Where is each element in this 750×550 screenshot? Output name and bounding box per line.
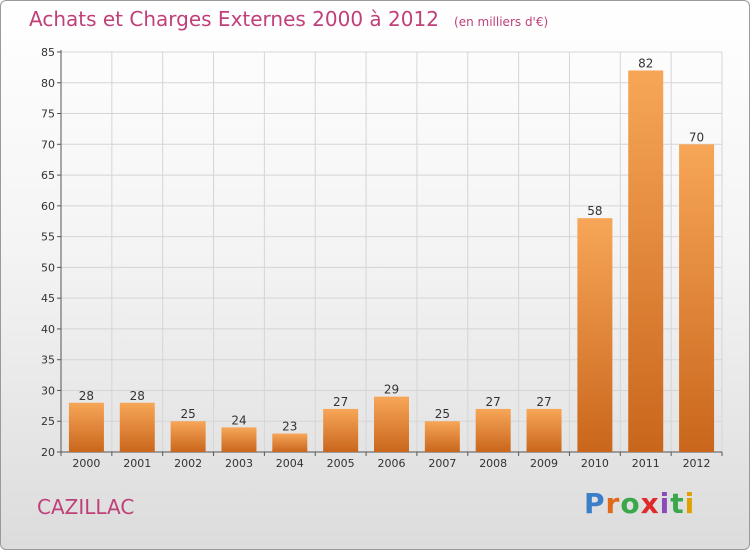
data-label-2007: 25 xyxy=(435,407,450,421)
logo-letter: i xyxy=(684,487,696,520)
x-tick-label-2011: 2011 xyxy=(632,457,660,470)
x-tick-label-2010: 2010 xyxy=(581,457,609,470)
data-label-2004: 23 xyxy=(282,420,297,434)
bar-2002 xyxy=(170,421,206,452)
data-label-2012: 70 xyxy=(689,130,704,144)
data-label-2011: 82 xyxy=(638,56,653,70)
bar-2001 xyxy=(119,402,155,452)
bar-2000 xyxy=(68,402,104,452)
x-tick-label-2000: 2000 xyxy=(72,457,100,470)
logo-letter: t xyxy=(670,487,685,520)
data-label-2003: 24 xyxy=(231,413,246,427)
y-tick-label: 75 xyxy=(41,108,55,121)
commune-name: CAZILLAC xyxy=(37,495,135,519)
y-tick-label: 85 xyxy=(41,46,55,59)
labels: 20 25 30 35 40 45 50 55 60 65 70 75 80 85 28 2000 28 2001… xyxy=(41,46,711,470)
bar-2005 xyxy=(323,408,359,452)
data-label-2001: 28 xyxy=(130,389,145,403)
y-tick-label: 45 xyxy=(41,292,55,305)
y-tick-label: 35 xyxy=(41,354,55,367)
data-label-2002: 25 xyxy=(180,407,195,421)
x-tick-label-2001: 2001 xyxy=(123,457,151,470)
y-tick-label: 25 xyxy=(41,415,55,428)
y-tick-label: 30 xyxy=(41,384,55,397)
logo-letter: o xyxy=(620,487,641,520)
y-tick-label: 40 xyxy=(41,323,55,336)
y-tick-label: 55 xyxy=(41,231,55,244)
x-tick-label-2003: 2003 xyxy=(225,457,253,470)
proxiti-logo: Proxiti xyxy=(584,487,695,520)
bar-2011 xyxy=(628,70,664,452)
logo-letter: P xyxy=(584,487,606,520)
bar-2008 xyxy=(475,408,511,452)
x-tick-label-2006: 2006 xyxy=(378,457,406,470)
bar-2010 xyxy=(577,218,613,452)
y-tick-label: 50 xyxy=(41,261,55,274)
bar-2012 xyxy=(679,144,715,453)
logo-letter: x xyxy=(640,487,660,520)
data-label-2010: 58 xyxy=(587,204,602,218)
y-tick-label: 80 xyxy=(41,77,55,90)
y-tick-label: 65 xyxy=(41,169,55,182)
chart-title: Achats et Charges Externes 2000 à 2012 xyxy=(29,7,439,31)
bar-2004 xyxy=(272,433,308,452)
data-label-2008: 27 xyxy=(486,395,501,409)
data-label-2005: 27 xyxy=(333,395,348,409)
x-tick-label-2005: 2005 xyxy=(327,457,355,470)
data-label-2006: 29 xyxy=(384,383,399,397)
x-tick-label-2012: 2012 xyxy=(683,457,711,470)
x-tick-label-2007: 2007 xyxy=(428,457,456,470)
bar-2003 xyxy=(221,427,257,452)
x-tick-label-2004: 2004 xyxy=(276,457,304,470)
x-tick-label-2008: 2008 xyxy=(479,457,507,470)
x-tick-label-2002: 2002 xyxy=(174,457,202,470)
y-tick-label: 20 xyxy=(41,446,55,459)
data-label-2009: 27 xyxy=(536,395,551,409)
y-tick-label: 70 xyxy=(41,138,55,151)
chart-subtitle: (en milliers d'€) xyxy=(454,15,549,29)
logo-letter: i xyxy=(659,487,671,520)
x-tick-label-2009: 2009 xyxy=(530,457,558,470)
data-label-2000: 28 xyxy=(79,389,94,403)
bar-2006 xyxy=(374,396,409,452)
bar-2009 xyxy=(526,408,562,452)
bars xyxy=(68,70,715,453)
y-tick-label: 60 xyxy=(41,200,55,213)
bar-2007 xyxy=(424,421,460,452)
chart-title-block: Achats et Charges Externes 2000 à 2012 (… xyxy=(29,7,548,31)
logo-letter: r xyxy=(605,487,621,520)
